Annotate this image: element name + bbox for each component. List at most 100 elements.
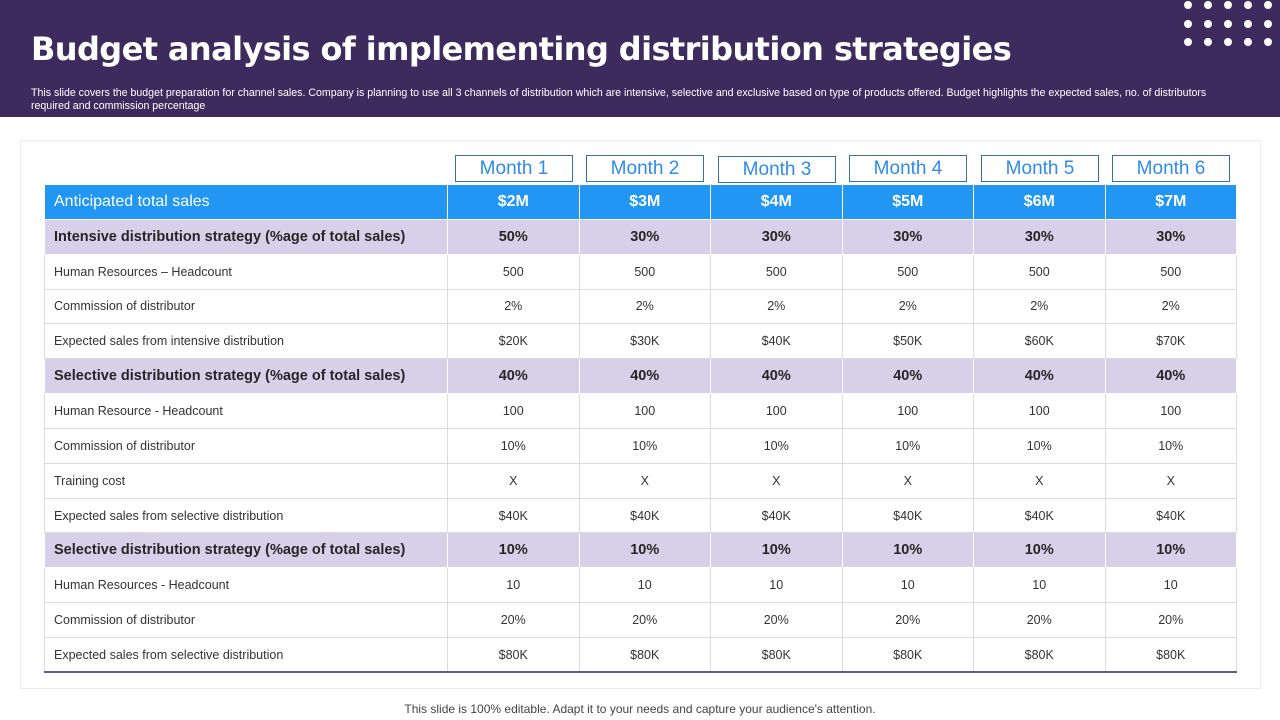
- value-cell: 2%: [1104, 288, 1237, 325]
- value-cell: $40K: [710, 497, 843, 534]
- value-cell: $80K: [1104, 636, 1237, 674]
- row-label-cell: Expected sales from selective distributi…: [44, 636, 448, 674]
- value-cell: X: [710, 462, 843, 499]
- value-cell: 100: [447, 393, 580, 429]
- row-label-cell: Commission of distributor: [44, 288, 448, 325]
- header-value-cell: $3M: [578, 184, 711, 220]
- table-row: Commission of distributor 20% 20% 20% 20% 20%…: [44, 602, 1237, 638]
- value-cell: 40%: [710, 358, 843, 395]
- value-cell: 10%: [1104, 427, 1237, 464]
- value-cell: 500: [973, 253, 1106, 290]
- value-cell: 100: [973, 393, 1106, 429]
- table-row: Training cost X X X X X X: [44, 462, 1237, 499]
- value-cell: 500: [841, 253, 974, 290]
- value-cell: 10%: [447, 532, 580, 569]
- header-value-cell: $7M: [1104, 184, 1237, 220]
- row-label-cell: Human Resource - Headcount: [44, 393, 448, 429]
- value-cell: 40%: [1104, 358, 1237, 395]
- value-cell: 10: [841, 567, 974, 604]
- value-cell: X: [447, 462, 580, 499]
- month-label: Month 6: [1112, 155, 1230, 182]
- row-label-cell: Commission of distributor: [44, 427, 448, 464]
- dot-icon: [1184, 20, 1192, 28]
- section-row: Intensive distribution strategy (%age of…: [44, 218, 1237, 255]
- table-row: Human Resources - Headcount 10 10 10 10 10 10: [44, 567, 1237, 604]
- dot-icon: [1244, 20, 1252, 28]
- value-cell: 30%: [710, 218, 843, 255]
- month-label: Month 3: [718, 156, 836, 183]
- value-cell: 20%: [1104, 602, 1237, 638]
- value-cell: 2%: [578, 288, 711, 325]
- dot-icon: [1264, 38, 1272, 46]
- value-cell: 20%: [973, 602, 1106, 638]
- value-cell: 30%: [973, 218, 1106, 255]
- value-cell: 20%: [447, 602, 580, 638]
- value-cell: 40%: [973, 358, 1106, 395]
- header-value-cell: $6M: [973, 184, 1106, 220]
- value-cell: 100: [841, 393, 974, 429]
- row-label-cell: Human Resources – Headcount: [44, 253, 448, 290]
- header-label-cell: Anticipated total sales: [44, 184, 448, 220]
- value-cell: 50%: [447, 218, 580, 255]
- value-cell: 500: [1104, 253, 1237, 290]
- month-label: Month 4: [849, 155, 967, 182]
- value-cell: 100: [710, 393, 843, 429]
- value-cell: 40%: [578, 358, 711, 395]
- value-cell: 10%: [841, 532, 974, 569]
- value-cell: $60K: [973, 323, 1106, 360]
- value-cell: 2%: [710, 288, 843, 325]
- dot-icon: [1204, 38, 1212, 46]
- row-label-cell: Intensive distribution strategy (%age of…: [44, 218, 448, 255]
- value-cell: 20%: [841, 602, 974, 638]
- value-cell: 2%: [841, 288, 974, 325]
- dot-icon: [1244, 38, 1252, 46]
- value-cell: X: [841, 462, 974, 499]
- value-cell: 20%: [710, 602, 843, 638]
- dot-icon: [1264, 20, 1272, 28]
- value-cell: 10%: [973, 532, 1106, 569]
- row-label-cell: Commission of distributor: [44, 602, 448, 638]
- value-cell: $80K: [841, 636, 974, 674]
- value-cell: 30%: [1104, 218, 1237, 255]
- decorative-dots: [1178, 0, 1280, 50]
- budget-table: Anticipated total sales $2M $3M $4M $5M …: [44, 184, 1237, 674]
- month-header-row: Month 1 Month 2 Month 3 Month 4 Month 5 …: [0, 155, 1280, 183]
- value-cell: 10%: [578, 427, 711, 464]
- dot-icon: [1264, 1, 1272, 9]
- footer-note: This slide is 100% editable. Adapt it to…: [404, 702, 876, 716]
- table-row: Commission of distributor 10% 10% 10% 10% 10%…: [44, 427, 1237, 464]
- value-cell: X: [973, 462, 1106, 499]
- value-cell: 10: [710, 567, 843, 604]
- table-body: Anticipated total sales $2M $3M $4M $5M …: [44, 184, 1237, 674]
- row-label-cell: Selective distribution strategy (%age of…: [44, 358, 448, 395]
- value-cell: 30%: [578, 218, 711, 255]
- table-header-row: Anticipated total sales $2M $3M $4M $5M …: [44, 184, 1237, 220]
- dot-icon: [1204, 20, 1212, 28]
- value-cell: 10: [578, 567, 711, 604]
- value-cell: 10%: [973, 427, 1106, 464]
- value-cell: 10%: [578, 532, 711, 569]
- value-cell: 10%: [710, 427, 843, 464]
- section-row: Selective distribution strategy (%age of…: [44, 358, 1237, 395]
- dot-icon: [1224, 20, 1232, 28]
- month-label: Month 5: [981, 155, 1099, 182]
- dot-icon: [1184, 38, 1192, 46]
- table-row: Human Resources – Headcount 500 500 500 500 5…: [44, 253, 1237, 290]
- month-label: Month 1: [455, 155, 573, 182]
- header-value-cell: $5M: [841, 184, 974, 220]
- dot-icon: [1184, 1, 1192, 9]
- value-cell: 10%: [1104, 532, 1237, 569]
- value-cell: $80K: [447, 636, 580, 674]
- value-cell: 500: [710, 253, 843, 290]
- row-label-cell: Human Resources - Headcount: [44, 567, 448, 604]
- value-cell: 10%: [447, 427, 580, 464]
- value-cell: $80K: [973, 636, 1106, 674]
- row-label-cell: Selective distribution strategy (%age of…: [44, 532, 448, 569]
- value-cell: $80K: [710, 636, 843, 674]
- value-cell: 10%: [841, 427, 974, 464]
- dot-icon: [1224, 1, 1232, 9]
- value-cell: $40K: [578, 497, 711, 534]
- row-label-cell: Expected sales from selective distributi…: [44, 497, 448, 534]
- value-cell: 2%: [973, 288, 1106, 325]
- value-cell: $40K: [973, 497, 1106, 534]
